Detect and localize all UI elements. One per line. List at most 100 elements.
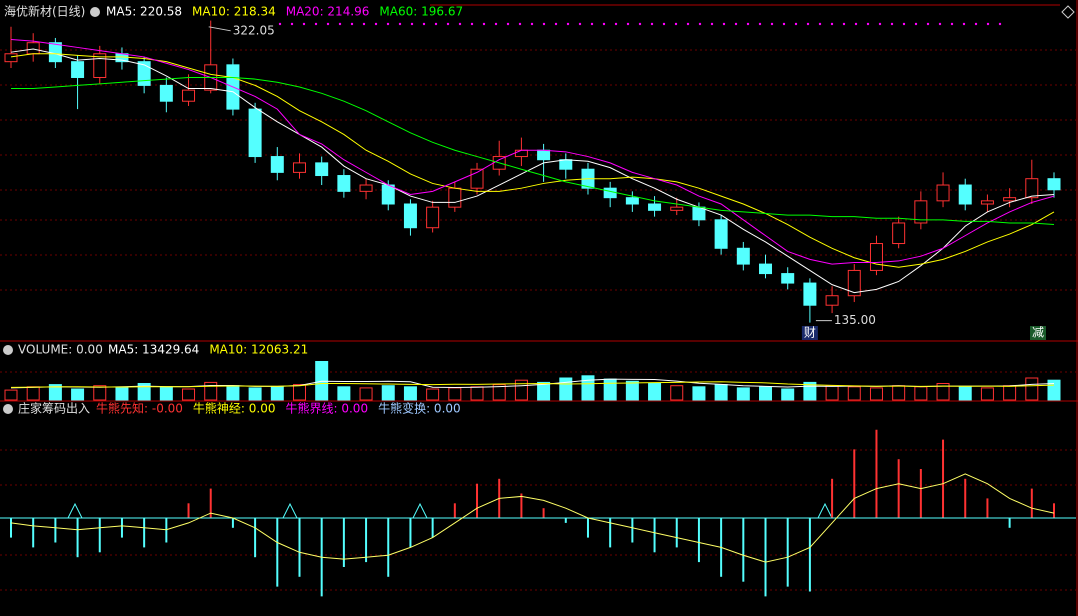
legend-label: MA10: 12063.21 xyxy=(209,343,308,357)
signal-dot xyxy=(566,22,570,26)
signal-dot xyxy=(602,22,606,26)
legend-label: 牛熊界线: 0.00 xyxy=(286,401,369,416)
signal-dot xyxy=(794,22,798,26)
candle-body xyxy=(1025,178,1039,199)
signal xyxy=(817,502,833,519)
signal-dot xyxy=(494,22,498,26)
volume-bar xyxy=(292,384,306,401)
icon[interactable] xyxy=(3,345,13,355)
signal-dot xyxy=(530,22,534,26)
candle-body xyxy=(448,187,462,208)
signal-dot xyxy=(950,22,954,26)
signal-dot xyxy=(482,22,486,26)
signal-dot xyxy=(818,22,822,26)
volume-bar xyxy=(559,377,573,401)
signal-dot xyxy=(590,22,594,26)
signal-dot xyxy=(974,22,978,26)
volume-bar xyxy=(1025,377,1039,401)
signal xyxy=(412,502,428,519)
icon[interactable] xyxy=(1061,5,1075,19)
volume-title: VOLUME: 0.00 xyxy=(18,343,103,357)
volume-bar xyxy=(781,388,795,401)
icon[interactable] xyxy=(90,7,100,17)
signal-dot xyxy=(554,22,558,26)
line xyxy=(10,53,1055,268)
volume-bar xyxy=(448,387,462,401)
volume-bar xyxy=(936,383,950,401)
signal-dot xyxy=(446,22,450,26)
legend-label: MA60: 196.67 xyxy=(379,5,463,19)
volume-bar xyxy=(71,388,85,401)
volume-bar xyxy=(958,386,972,401)
line xyxy=(10,473,1055,563)
legend-label: MA5: 220.58 xyxy=(106,5,182,19)
signal-dot xyxy=(734,22,738,26)
legend-label: 牛熊先知: -0.00 xyxy=(96,401,183,416)
signal-dot xyxy=(722,22,726,26)
signal-dot xyxy=(302,22,306,26)
signal-dot xyxy=(578,22,582,26)
volume-bar xyxy=(803,381,817,401)
volume-bar xyxy=(670,385,684,401)
legend-label: MA10: 218.34 xyxy=(192,5,276,19)
signal-dot xyxy=(938,22,942,26)
signal-dot xyxy=(770,22,774,26)
volume-bar xyxy=(26,386,40,401)
candle-body xyxy=(648,203,662,211)
signal-dot xyxy=(842,22,846,26)
candle-body xyxy=(337,175,351,192)
candle-body xyxy=(625,197,639,205)
signal xyxy=(282,502,298,519)
signal-dot xyxy=(782,22,786,26)
signal-dot xyxy=(674,22,678,26)
signal-dot xyxy=(626,22,630,26)
event-marker: 减 xyxy=(1032,326,1044,340)
volume-bar xyxy=(470,386,484,401)
volume-bar xyxy=(736,387,750,401)
candle-body xyxy=(892,222,906,245)
candle-body xyxy=(426,206,440,229)
signal-dot xyxy=(398,22,402,26)
volume-bar xyxy=(869,387,883,401)
signal-dot xyxy=(326,22,330,26)
candle-body xyxy=(381,184,395,205)
volume-bar xyxy=(825,385,839,401)
candle-body xyxy=(514,149,528,158)
volume-bar xyxy=(115,387,129,401)
candle-body xyxy=(914,200,928,224)
volume-bar xyxy=(403,386,417,401)
candle-body xyxy=(159,84,173,102)
chart-title: 海优新材(日线) xyxy=(4,4,85,19)
signal-dot xyxy=(758,22,762,26)
signal-dot xyxy=(998,22,1002,26)
candle-body xyxy=(71,61,85,78)
candle-body xyxy=(1003,197,1017,202)
volume-bar xyxy=(648,383,662,401)
event-marker: 财 xyxy=(804,326,816,340)
signal-dot xyxy=(278,22,282,26)
candle-body xyxy=(26,42,40,55)
signal-dot xyxy=(338,22,342,26)
icon[interactable] xyxy=(3,404,13,414)
signal-dot xyxy=(926,22,930,26)
legend-label: 牛熊变换: 0.00 xyxy=(378,401,461,416)
signal-dot xyxy=(350,22,354,26)
volume-bar xyxy=(381,385,395,401)
legend-label: 牛熊神经: 0.00 xyxy=(193,401,276,416)
legend-label: MA20: 214.96 xyxy=(286,5,370,19)
candle-body xyxy=(359,184,373,192)
indicator-title: 庄家筹码出入 xyxy=(18,401,90,416)
volume-bar xyxy=(892,385,906,401)
signal-dot xyxy=(806,22,810,26)
low-label: 135.00 xyxy=(834,313,876,327)
annotation-arrow xyxy=(208,26,231,32)
candle-body xyxy=(315,162,329,177)
volume-bar xyxy=(692,386,706,401)
candle-body xyxy=(670,206,684,211)
line xyxy=(11,76,1055,226)
volume-bar xyxy=(315,361,329,401)
signal-dot xyxy=(698,22,702,26)
signal-dot xyxy=(902,22,906,26)
candle-body xyxy=(137,61,151,86)
